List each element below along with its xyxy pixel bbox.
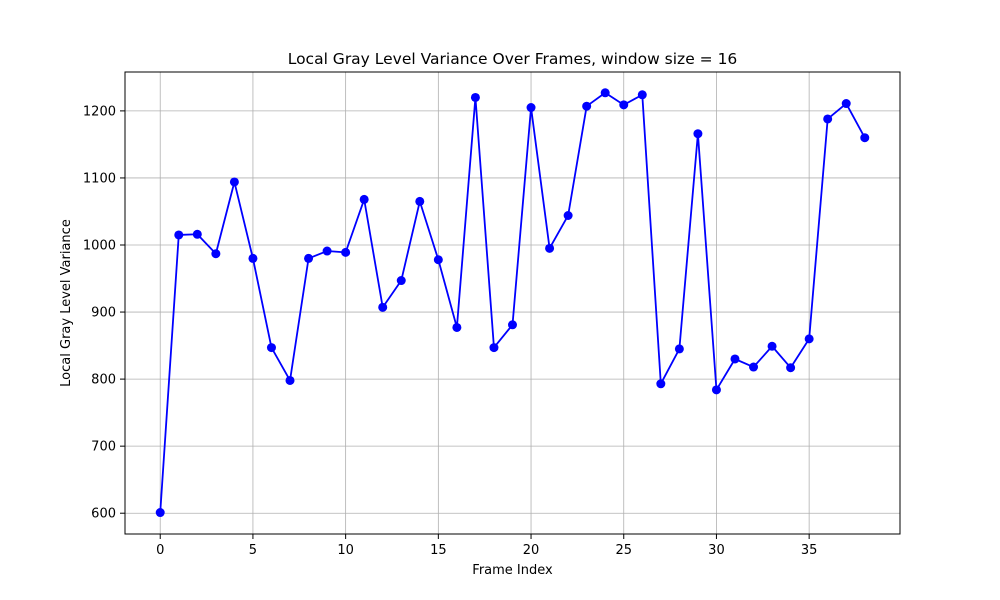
- data-point: [563, 210, 573, 220]
- data-point: [452, 322, 462, 332]
- data-point: [304, 253, 314, 263]
- grid-lines: [125, 72, 900, 534]
- x-axis-label: Frame Index: [472, 563, 553, 578]
- data-point: [285, 375, 295, 385]
- data-point: [470, 92, 480, 102]
- data-point: [378, 302, 388, 312]
- data-point: [508, 320, 517, 330]
- data-point: [767, 341, 777, 351]
- x-tick-label: 30: [708, 543, 725, 558]
- data-point: [786, 363, 796, 373]
- data-point: [711, 385, 721, 395]
- data-point: [582, 101, 592, 111]
- data-point: [804, 334, 814, 344]
- data-point: [841, 99, 851, 109]
- data-series: [155, 88, 870, 518]
- x-tick-label: 10: [337, 543, 354, 558]
- y-tick-label: 600: [91, 507, 116, 522]
- y-axis-label: Local Gray Level Variance: [59, 219, 74, 387]
- data-point: [489, 343, 499, 353]
- data-point: [600, 88, 610, 98]
- x-tick-label: 25: [615, 543, 632, 558]
- data-point: [359, 194, 369, 204]
- data-point: [415, 196, 425, 206]
- y-tick-label: 700: [91, 440, 116, 455]
- x-tick-label: 0: [156, 543, 164, 558]
- x-tick-label: 35: [801, 543, 818, 558]
- data-point: [619, 100, 629, 110]
- data-point: [693, 129, 703, 139]
- data-point: [155, 508, 165, 518]
- data-point: [749, 362, 759, 372]
- y-tick-label: 800: [91, 373, 116, 388]
- x-tick-label: 15: [430, 543, 447, 558]
- y-tick-label: 900: [91, 306, 116, 321]
- y-tick-label: 1200: [83, 104, 116, 119]
- data-point: [211, 249, 221, 259]
- data-point: [229, 177, 239, 187]
- data-point: [656, 379, 666, 389]
- data-point: [526, 103, 536, 113]
- y-tick-label: 1000: [83, 238, 116, 253]
- data-point: [823, 114, 833, 124]
- x-tick-label: 20: [523, 543, 540, 558]
- data-point: [545, 243, 555, 253]
- plot-area-frame: [124, 71, 901, 535]
- axis-ticks: 0 5 10 15 20 25 30 35 600 700 800 900 1000 1100 1200: [83, 104, 818, 558]
- data-point: [860, 133, 870, 143]
- chart-title: Local Gray Level Variance Over Frames, w…: [288, 50, 738, 68]
- data-point: [248, 253, 258, 263]
- data-point: [730, 354, 740, 364]
- data-point: [266, 343, 276, 353]
- data-point: [192, 229, 202, 239]
- data-point: [433, 255, 443, 265]
- y-tick-label: 1100: [83, 171, 116, 186]
- data-point: [674, 344, 684, 354]
- data-point: [174, 230, 184, 240]
- data-point: [396, 276, 406, 286]
- data-point: [637, 90, 647, 100]
- x-tick-label: 5: [249, 543, 257, 558]
- data-point: [322, 246, 332, 256]
- data-point: [341, 247, 351, 257]
